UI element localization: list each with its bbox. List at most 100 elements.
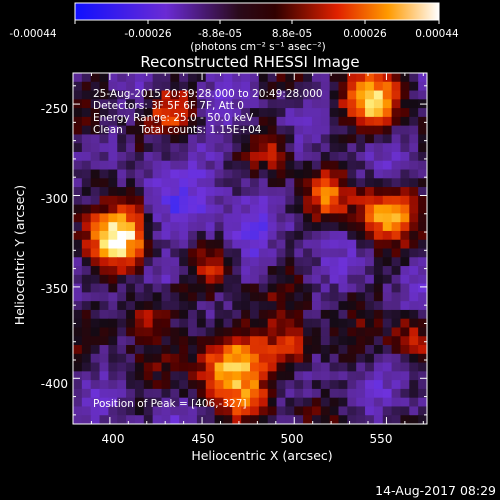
image-pixel: [152, 388, 163, 399]
image-pixel: [365, 406, 375, 416]
image-pixel: [170, 187, 180, 197]
image-pixel: [250, 309, 260, 320]
image-pixel: [99, 248, 109, 258]
image-pixel: [73, 274, 83, 285]
image-pixel: [205, 274, 216, 285]
image-pixel: [223, 239, 233, 250]
image-pixel: [126, 362, 136, 372]
image-pixel: [347, 292, 357, 302]
image-pixel: [108, 283, 118, 293]
image-pixel: [391, 116, 402, 127]
image-pixel: [311, 371, 322, 381]
image-pixel: [73, 73, 83, 83]
image-pixel: [409, 362, 419, 372]
image-pixel: [356, 160, 366, 171]
image-pixel: [347, 362, 357, 372]
image-pixel: [373, 73, 384, 83]
image-pixel: [294, 397, 304, 408]
image-pixel: [223, 125, 233, 136]
image-pixel: [365, 309, 375, 320]
image-pixel: [161, 90, 171, 100]
image-pixel: [294, 73, 304, 83]
image-pixel: [391, 283, 402, 293]
image-pixel: [329, 318, 340, 329]
image-pixel: [311, 134, 322, 144]
image-pixel: [250, 415, 260, 424]
image-pixel: [143, 309, 154, 320]
image-pixel: [73, 406, 83, 416]
image-pixel: [391, 397, 402, 408]
image-pixel: [99, 134, 109, 144]
image-pixel: [241, 371, 251, 381]
image-pixel: [143, 116, 154, 127]
image-pixel: [400, 388, 410, 399]
image-pixel: [258, 151, 269, 162]
image-pixel: [161, 292, 171, 302]
image-pixel: [179, 160, 189, 171]
image-pixel: [311, 362, 322, 372]
image-pixel: [179, 257, 189, 267]
image-pixel: [223, 318, 233, 329]
image-pixel: [152, 143, 163, 153]
image-pixel: [90, 266, 101, 276]
image-pixel: [356, 178, 366, 188]
image-pixel: [143, 397, 154, 408]
image-pixel: [365, 90, 375, 100]
image-pixel: [276, 301, 286, 311]
y-tick-label: -300: [41, 192, 68, 206]
image-pixel: [311, 108, 322, 118]
image-pixel: [99, 266, 109, 276]
image-pixel: [196, 204, 207, 215]
image-pixel: [418, 388, 427, 399]
image-pixel: [409, 134, 419, 144]
image-pixel: [223, 362, 233, 372]
image-pixel: [223, 204, 233, 215]
image-pixel: [205, 239, 216, 250]
image-pixel: [73, 301, 83, 311]
image-pixel: [152, 213, 163, 223]
image-pixel: [223, 248, 233, 258]
image-pixel: [223, 222, 233, 232]
image-pixel: [338, 195, 348, 206]
image-pixel: [152, 239, 163, 250]
image-pixel: [418, 406, 427, 416]
image-pixel: [241, 73, 251, 83]
image-pixel: [99, 397, 109, 408]
image-pixel: [373, 380, 384, 390]
image-pixel: [391, 301, 402, 311]
image-pixel: [205, 222, 216, 232]
image-pixel: [409, 353, 419, 364]
image-pixel: [276, 143, 286, 153]
image-pixel: [373, 406, 384, 416]
image-pixel: [188, 266, 198, 276]
image-pixel: [152, 134, 163, 144]
image-pixel: [365, 204, 375, 215]
image-pixel: [418, 327, 427, 337]
image-pixel: [223, 90, 233, 100]
image-pixel: [276, 309, 286, 320]
image-pixel: [267, 90, 278, 100]
image-pixel: [303, 134, 313, 144]
image-pixel: [143, 90, 154, 100]
image-pixel: [267, 345, 278, 355]
image-pixel: [188, 73, 198, 83]
image-pixel: [108, 178, 118, 188]
image-pixel: [170, 125, 180, 136]
image-pixel: [409, 99, 419, 109]
image-pixel: [134, 116, 145, 127]
image-pixel: [320, 327, 331, 337]
image-pixel: [108, 99, 118, 109]
image-pixel: [214, 248, 225, 258]
image-pixel: [232, 327, 242, 337]
image-pixel: [400, 108, 410, 118]
image-pixel: [400, 380, 410, 390]
image-pixel: [205, 213, 216, 223]
image-pixel: [391, 336, 402, 346]
image-pixel: [90, 353, 101, 364]
image-pixel: [196, 248, 207, 258]
image-pixel: [214, 371, 225, 381]
image-pixel: [205, 169, 216, 179]
image-pixel: [214, 108, 225, 118]
image-pixel: [311, 397, 322, 408]
image-pixel: [241, 301, 251, 311]
